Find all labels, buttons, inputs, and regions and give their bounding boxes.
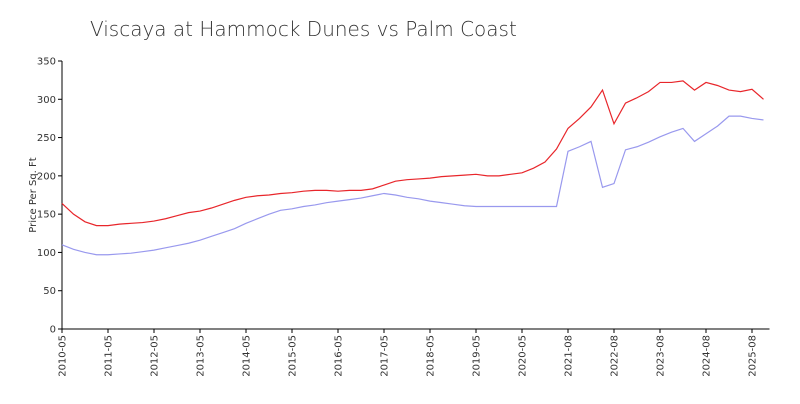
x-tick-label: 2018-05 bbox=[426, 335, 437, 377]
x-tick-label: 2015-05 bbox=[288, 335, 299, 377]
y-tick-label: 300 bbox=[37, 95, 56, 106]
x-tick-label: 2013-05 bbox=[196, 335, 207, 377]
x-tick-label: 2022-08 bbox=[610, 335, 621, 377]
y-tick-label: 0 bbox=[50, 325, 56, 336]
series-line bbox=[61, 115, 764, 256]
y-tick-label: 250 bbox=[37, 133, 56, 144]
y-tick-label: 50 bbox=[43, 286, 56, 297]
y-tick-label: 350 bbox=[37, 57, 56, 68]
x-tick-label: 2016-05 bbox=[334, 335, 345, 377]
x-tick-label: 2021-08 bbox=[564, 335, 575, 377]
x-tick-label: 2024-08 bbox=[702, 335, 713, 377]
x-tick-label: 2025-08 bbox=[748, 335, 759, 377]
x-tick-label: 2019-05 bbox=[472, 335, 483, 377]
y-axis-label: Price Per Sq. Ft bbox=[28, 157, 39, 232]
x-tick-label: 2017-05 bbox=[380, 335, 391, 377]
series-line bbox=[61, 80, 764, 227]
y-tick-label: 100 bbox=[37, 248, 56, 259]
x-tick-label: 2012-05 bbox=[150, 335, 161, 377]
y-tick-label: 150 bbox=[37, 210, 56, 221]
y-tick-label: 200 bbox=[37, 171, 56, 182]
x-tick-label: 2020-05 bbox=[518, 335, 529, 377]
x-tick-label: 2014-05 bbox=[242, 335, 253, 377]
x-tick-label: 2010-05 bbox=[58, 335, 69, 377]
chart-title: Viscaya at Hammock Dunes vs Palm Coast bbox=[90, 17, 517, 41]
x-tick-label: 2011-05 bbox=[104, 335, 115, 377]
x-tick-label: 2023-08 bbox=[656, 335, 667, 377]
